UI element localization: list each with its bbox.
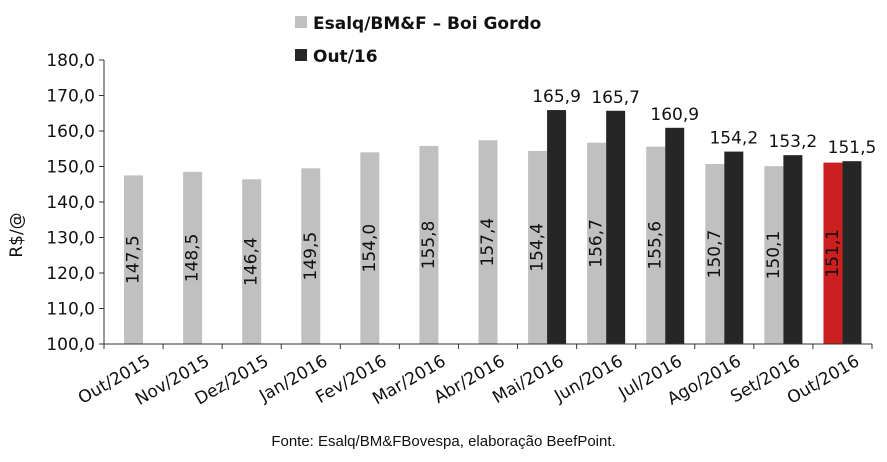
y-tick-label: 180,0 <box>46 51 95 71</box>
y-tick-label: 140,0 <box>46 193 95 213</box>
legend-label-esalq: Esalq/BM&F – Boi Gordo <box>313 14 541 34</box>
data-label-esalq: 156,7 <box>587 219 607 268</box>
data-label-esalq: 149,5 <box>301 232 321 281</box>
data-label-out16: 165,7 <box>591 88 640 108</box>
bar-esalq <box>764 166 784 344</box>
bar-out16 <box>606 110 626 344</box>
legend-swatch-out16 <box>295 49 307 61</box>
y-tick-label: 160,0 <box>46 122 95 142</box>
data-label-esalq: 146,4 <box>242 237 262 286</box>
bar-esalq <box>301 168 321 344</box>
data-label-out16: 153,2 <box>769 132 818 152</box>
bar-out16 <box>665 127 685 345</box>
data-label-esalq: 154,0 <box>360 224 380 273</box>
bar-esalq <box>183 171 203 344</box>
bar-out16 <box>547 110 567 345</box>
bar-esalq <box>360 152 380 344</box>
y-tick-label: 120,0 <box>46 264 95 284</box>
y-tick-label: 150,0 <box>46 158 95 178</box>
bar-esalq <box>242 179 262 344</box>
bar-esalq <box>823 162 843 344</box>
bar-esalq <box>124 175 144 344</box>
bar-esalq <box>478 140 498 344</box>
data-label-esalq: 147,5 <box>124 235 144 284</box>
y-tick-label: 130,0 <box>46 229 95 249</box>
y-axis: 100,0 110,0 120,0 130,0 140,0 150,0 160,0 170,0… <box>46 51 105 355</box>
data-label-esalq: 157,4 <box>478 218 498 267</box>
data-label-out16: 151,5 <box>828 138 877 158</box>
bar-esalq <box>705 164 725 344</box>
data-label-esalq: 155,8 <box>419 221 439 270</box>
legend-swatch-esalq <box>295 16 307 28</box>
y-tick-label: 100,0 <box>46 335 95 355</box>
data-label-out16: 165,9 <box>532 87 581 107</box>
bar-out16 <box>783 155 803 344</box>
data-label-esalq: 150,7 <box>705 230 725 279</box>
data-label-out16: 154,2 <box>709 129 758 149</box>
y-axis-label: R$/@ <box>7 212 27 257</box>
data-label-esalq: 155,6 <box>646 221 666 270</box>
data-label-out16: 160,9 <box>650 105 699 125</box>
legend: Esalq/BM&F – Boi Gordo Out/16 <box>295 14 541 67</box>
data-label-esalq: 150,1 <box>764 231 784 280</box>
x-axis: Out/2015Nov/2015Dez/2015Jan/2016Fev/2016… <box>75 343 873 410</box>
bar-esalq <box>646 146 666 344</box>
data-label-esalq: 154,4 <box>528 223 548 272</box>
y-tick-label: 170,0 <box>46 87 95 107</box>
bars: 147,5 148,5 146,4 149,5 154,0 155,8 157,4 154,4… <box>124 87 877 345</box>
bar-esalq <box>528 150 548 344</box>
bar-esalq <box>419 145 439 344</box>
legend-label-out16: Out/16 <box>313 47 378 67</box>
data-label-esalq: 148,5 <box>183 234 203 283</box>
bar-out16 <box>842 161 862 344</box>
bar-out16 <box>724 151 744 344</box>
source-note: Fonte: Esalq/BM&FBovespa, elaboração Bee… <box>271 433 616 450</box>
bar-chart: Esalq/BM&F – Boi Gordo Out/16 R$/@ 100,0… <box>7 14 877 410</box>
bar-esalq <box>587 142 607 344</box>
y-tick-label: 110,0 <box>46 300 95 320</box>
data-label-esalq: 151,1 <box>823 229 843 278</box>
